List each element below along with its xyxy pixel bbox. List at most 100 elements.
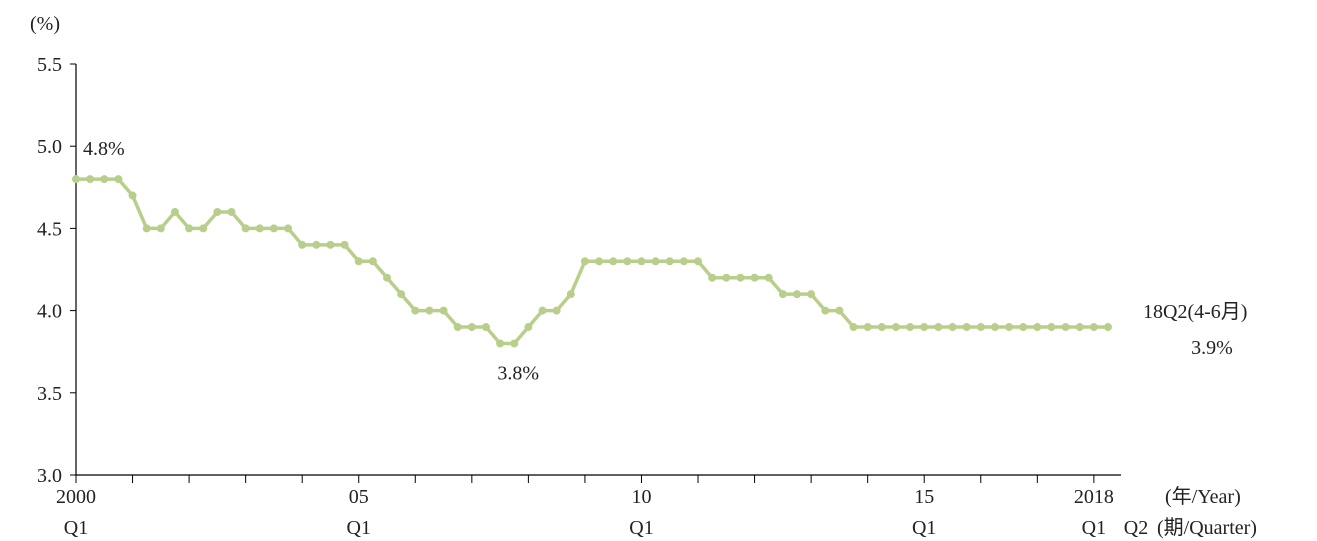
data-point (170, 207, 179, 216)
data-point (1047, 323, 1056, 332)
data-point (948, 323, 957, 332)
data-point (877, 323, 886, 332)
data-point (284, 224, 293, 233)
series-line (76, 177, 1108, 346)
data-point (1104, 323, 1112, 332)
data-point (891, 323, 900, 332)
data-point (863, 323, 872, 332)
data-point (86, 175, 95, 184)
data-point (467, 323, 476, 332)
data-point (821, 306, 830, 315)
data-point (595, 257, 604, 266)
data-point (962, 323, 971, 332)
data-point (651, 257, 660, 266)
data-point (792, 290, 801, 299)
data-point (722, 273, 731, 282)
data-point (496, 339, 505, 348)
data-point (397, 290, 406, 299)
labels-layer: 4.8% 3.8% 18Q2(4-6月) 3.9% (83, 138, 1247, 384)
data-point (524, 323, 533, 332)
data-point (1005, 323, 1014, 332)
data-point (326, 240, 335, 249)
data-point (185, 224, 194, 233)
y-axis-unit-label: (%) (30, 13, 60, 35)
annotation-start-value: 4.8% (83, 138, 125, 160)
x-tick-label-quarter: Q1 (64, 517, 88, 539)
annotation-latest-value: 3.9% (1191, 337, 1233, 359)
data-point (142, 224, 151, 233)
data-point (538, 306, 547, 315)
y-tick-label: 3.5 (37, 383, 62, 405)
data-point (665, 257, 674, 266)
x-tick-label-quarter: Q1 (347, 517, 371, 539)
x-tick-label-year: 2000 (56, 486, 96, 508)
data-point (156, 224, 165, 233)
data-point (778, 290, 787, 299)
data-point (679, 257, 688, 266)
data-point (340, 240, 349, 249)
y-tick-label: 3.0 (37, 465, 62, 487)
data-point (1019, 323, 1028, 332)
data-point (354, 257, 363, 266)
data-point (312, 240, 321, 249)
data-point (128, 191, 137, 200)
data-point (566, 290, 575, 299)
data-point (807, 290, 816, 299)
data-point (1033, 323, 1042, 332)
x-tick-label-year: 2018 (1074, 486, 1114, 508)
data-point (835, 306, 844, 315)
data-point (920, 323, 929, 332)
data-point (411, 306, 420, 315)
data-point (114, 175, 123, 184)
data-point (609, 257, 618, 266)
data-point (552, 306, 561, 315)
data-point (849, 323, 858, 332)
data-point (694, 257, 703, 266)
series-layer (72, 175, 1112, 348)
x-tick-label-quarter: Q1 (1082, 517, 1106, 539)
data-point (1089, 323, 1098, 332)
data-point (764, 273, 773, 282)
axes: 3.0 3.5 4.0 4.5 5.0 5.5 2000 Q1 05 Q1 10 Q1 15 Q1 2018… (37, 54, 1148, 539)
data-point (708, 273, 717, 282)
data-point (72, 175, 80, 184)
data-point (976, 323, 985, 332)
data-point (241, 224, 250, 233)
data-point (934, 323, 943, 332)
data-point (580, 257, 589, 266)
y-tick-label: 4.5 (37, 218, 62, 240)
data-point (199, 224, 208, 233)
annotation-latest-period: 18Q2(4-6月) (1143, 301, 1247, 323)
data-point (637, 257, 646, 266)
data-point (1075, 323, 1084, 332)
x-tick-label-quarter-last: Q2 (1124, 517, 1148, 539)
data-point (750, 273, 759, 282)
x-tick-label-year: 05 (349, 486, 369, 508)
data-point (623, 257, 632, 266)
data-point (255, 224, 264, 233)
x-tick-label-quarter: Q1 (912, 517, 936, 539)
data-point (990, 323, 999, 332)
x-tick-label-year: 15 (914, 486, 934, 508)
data-point (269, 224, 278, 233)
data-point (510, 339, 519, 348)
data-point (906, 323, 915, 332)
data-point (383, 273, 392, 282)
y-tick-label: 4.0 (37, 301, 62, 323)
annotation-min-value: 3.8% (497, 362, 539, 384)
data-point (481, 323, 490, 332)
data-point (227, 207, 236, 216)
data-point (213, 207, 222, 216)
data-point (368, 257, 377, 266)
x-axis-unit-quarter: (期/Quarter) (1157, 517, 1257, 539)
data-point (453, 323, 462, 332)
data-point (736, 273, 745, 282)
x-axis-unit-year: (年/Year) (1165, 485, 1241, 508)
data-point (298, 240, 307, 249)
data-point (439, 306, 448, 315)
x-tick-label-year: 10 (631, 486, 651, 508)
x-tick-label-quarter: Q1 (629, 517, 653, 539)
data-point (1061, 323, 1070, 332)
data-point (100, 175, 109, 184)
